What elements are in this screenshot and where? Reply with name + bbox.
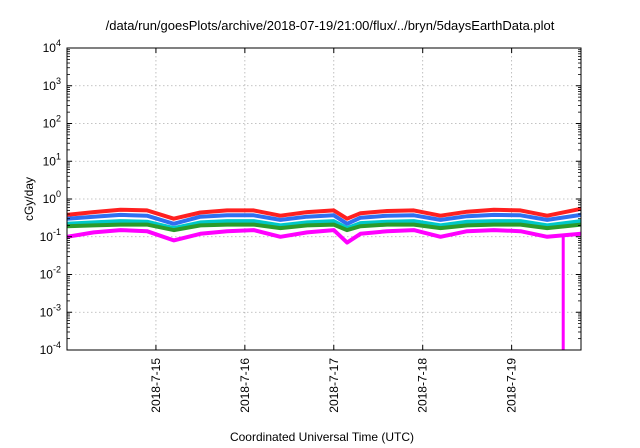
y-axis-title: cGy/day: [22, 177, 36, 221]
x-tick-label: 2018-7-16: [238, 358, 252, 413]
chart-title: /data/run/goesPlots/archive/2018-07-19/2…: [106, 18, 555, 33]
series-line: [66, 219, 582, 231]
series-line: [66, 206, 582, 221]
x-tick-label: 2018-7-15: [149, 358, 163, 413]
y-tick-label: 101: [43, 151, 61, 168]
grid-lines: [67, 48, 581, 350]
y-tick-label: 10-2: [40, 265, 61, 282]
data-series: [66, 206, 582, 350]
x-tick-label: 2018-7-19: [505, 358, 519, 413]
series-line: [66, 228, 582, 245]
y-tick-label: 103: [43, 76, 61, 93]
y-tick-label: 104: [43, 38, 61, 55]
series-line: [66, 212, 582, 226]
y-tick-label: 102: [43, 114, 61, 131]
y-tick-label: 10-3: [40, 302, 61, 319]
x-tick-label: 2018-7-17: [327, 358, 341, 413]
x-axis: 2018-7-15 2018-7-16 2018-7-17 2018-7-18 2018…: [149, 48, 519, 413]
y-axis: 10-4 10-3 10-2 10-1 100 101 102 103 104: [40, 38, 581, 357]
y-tick-label: 10-4: [40, 340, 61, 357]
y-tick-label: 100: [43, 189, 61, 206]
x-axis-title: Coordinated Universal Time (UTC): [230, 430, 414, 444]
series-line: [66, 222, 582, 233]
y-tick-label: 10-1: [40, 227, 61, 244]
x-tick-label: 2018-7-18: [416, 358, 430, 413]
